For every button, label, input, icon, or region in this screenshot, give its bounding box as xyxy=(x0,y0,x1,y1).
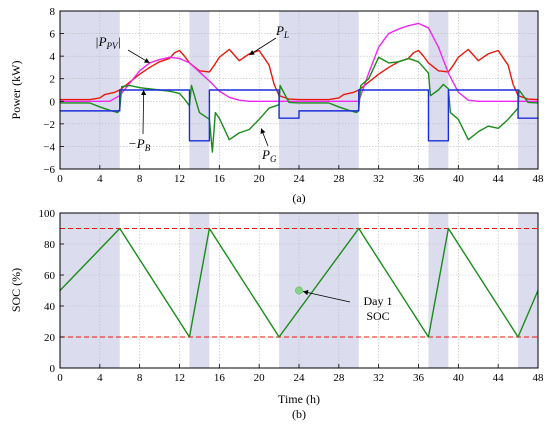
x-tick-label: 40 xyxy=(453,372,465,384)
series-line-0 xyxy=(60,48,539,101)
panel-caption: (b) xyxy=(292,407,306,421)
y-tick-label: −4 xyxy=(43,141,55,153)
x-tick-label: 48 xyxy=(533,173,545,185)
day1-soc-label-line1: Day 1 xyxy=(364,294,393,308)
x-tick-label: 20 xyxy=(254,372,266,384)
pg-arrow-head xyxy=(260,128,266,134)
night-interval-1 xyxy=(189,213,210,368)
night-interval-0 xyxy=(60,213,120,368)
y-tick-label: 20 xyxy=(44,332,56,344)
x-tick-label: 28 xyxy=(333,173,345,185)
y-tick-label: −6 xyxy=(43,164,55,176)
x-tick-label: 16 xyxy=(214,173,226,185)
pb-arrow xyxy=(142,89,145,135)
day1-soc-label-line2: SOC xyxy=(366,309,389,323)
series-line-1 xyxy=(60,22,538,102)
x-axis-label: Time (h) xyxy=(278,392,320,406)
y-axis-label: Power (kW) xyxy=(9,61,23,120)
night-interval-3 xyxy=(428,213,449,368)
x-tick-label: 12 xyxy=(174,372,185,384)
y-tick-label: 8 xyxy=(50,6,56,18)
pl-label: PL xyxy=(275,23,289,40)
series-line-3 xyxy=(60,89,538,142)
pl-arrow-head xyxy=(249,50,255,56)
x-tick-label: 0 xyxy=(57,372,63,384)
series-lines xyxy=(59,227,539,338)
x-tick-label: 4 xyxy=(97,173,103,185)
x-tick-label: 40 xyxy=(453,173,465,185)
y-tick-label: 4 xyxy=(50,51,56,63)
x-tick-label: 48 xyxy=(533,372,545,384)
night-interval-2 xyxy=(279,11,359,169)
x-tick-label: 0 xyxy=(57,173,63,185)
night-interval-2 xyxy=(279,213,359,368)
x-tick-label: 8 xyxy=(137,372,143,384)
night-interval-4 xyxy=(518,11,538,169)
y-tick-label: 60 xyxy=(44,270,56,282)
ppv-arrow-head xyxy=(143,58,150,63)
y-tick-label: 100 xyxy=(39,208,56,220)
y-axis-label: SOC (%) xyxy=(9,268,23,312)
x-tick-label: 36 xyxy=(413,173,425,185)
x-tick-label: 4 xyxy=(97,372,103,384)
x-tick-label: 12 xyxy=(174,173,185,185)
x-tick-label: 24 xyxy=(294,173,306,185)
x-tick-label: 28 xyxy=(333,372,345,384)
pl-arrow xyxy=(248,37,277,56)
day1-soc-arrow xyxy=(302,291,351,303)
annotations: |PPV| PL −PB PG xyxy=(95,23,289,164)
x-tick-label: 44 xyxy=(493,173,505,185)
y-tick-label: 0 xyxy=(50,363,56,375)
night-interval-0 xyxy=(60,11,120,169)
y-tick-label: 0 xyxy=(50,96,56,108)
x-tick-label: 32 xyxy=(373,372,384,384)
y-tick-label: 2 xyxy=(50,74,56,86)
pg-label: PG xyxy=(261,147,277,164)
series-lines xyxy=(60,22,539,153)
ppv-label: |PPV| xyxy=(95,34,121,51)
night-interval-1 xyxy=(189,11,210,169)
x-tick-label: 8 xyxy=(137,173,143,185)
y-tick-label: 80 xyxy=(44,239,56,251)
panel-caption: (a) xyxy=(292,191,305,205)
x-tick-label: 24 xyxy=(294,372,306,384)
pb-label: −PB xyxy=(128,136,151,153)
x-tick-label: 44 xyxy=(493,372,505,384)
day1-soc-marker xyxy=(295,286,303,295)
x-tick-label: 16 xyxy=(214,372,226,384)
x-tick-label: 20 xyxy=(254,173,266,185)
day1-soc-arrow-head xyxy=(303,290,309,296)
y-tick-label: 40 xyxy=(44,301,56,313)
shaded-intervals xyxy=(60,11,538,169)
night-interval-4 xyxy=(518,213,538,368)
pb-arrow-head xyxy=(140,90,147,96)
x-tick-label: 36 xyxy=(413,372,425,384)
x-tick-label: 32 xyxy=(373,173,384,185)
y-tick-label: 6 xyxy=(50,29,56,41)
series-line-0 xyxy=(59,227,539,338)
y-tick-label: −2 xyxy=(43,119,55,131)
shaded-intervals xyxy=(60,213,538,368)
